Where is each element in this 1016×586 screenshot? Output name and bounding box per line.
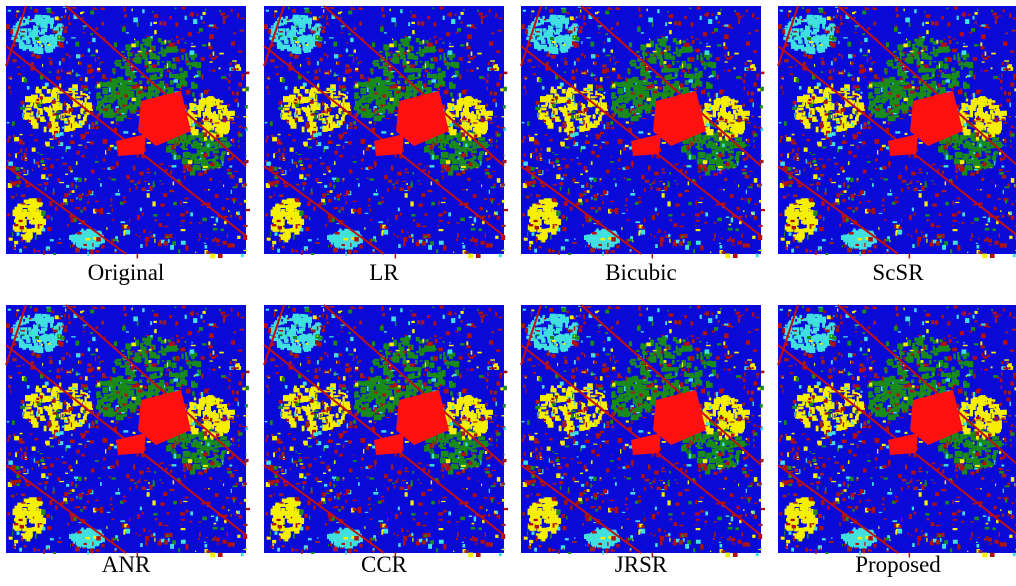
panel-label: CCR	[361, 552, 408, 577]
panel-label: LR	[369, 260, 399, 285]
panel-label: ANR	[102, 552, 151, 577]
classification-map	[521, 6, 765, 259]
classification-map	[6, 6, 250, 259]
classification-map	[778, 305, 1016, 558]
panel-label: JRSR	[615, 552, 668, 577]
page: OriginalLRBicubicScSRANRCCRJRSRProposed …	[0, 0, 1016, 586]
panel-label: ScSR	[872, 260, 924, 285]
panel-label: Original	[88, 260, 165, 285]
panel-label: Bicubic	[605, 260, 677, 285]
classification-map	[778, 6, 1016, 259]
figure: Original LR Bicubic ScSR ANR CCR JRSR Proposed	[0, 0, 1016, 586]
classification-map	[6, 305, 250, 558]
classification-map	[264, 6, 508, 259]
panel-label: Proposed	[855, 552, 941, 577]
classification-map	[521, 305, 765, 558]
classification-map	[264, 305, 508, 558]
